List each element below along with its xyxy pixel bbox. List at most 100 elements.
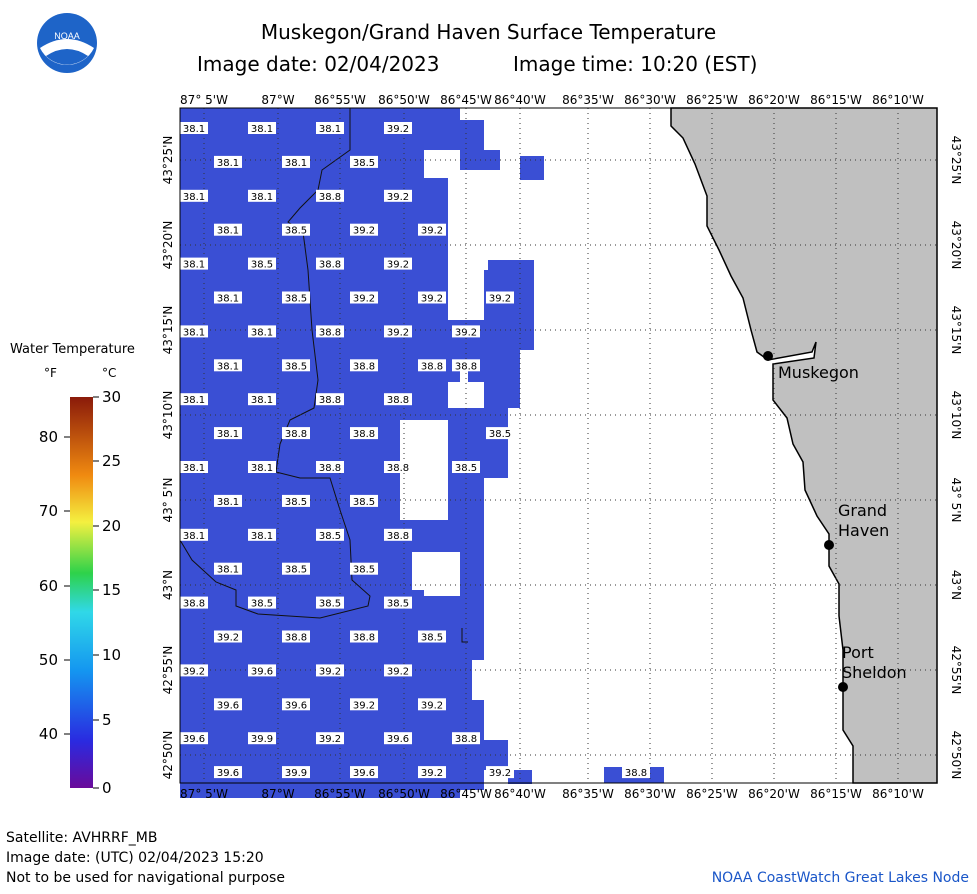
temperature-label: 39.6 [248,664,276,677]
svg-text:38.8: 38.8 [353,429,375,440]
svg-text:38.8: 38.8 [421,361,443,372]
temperature-label: 39.2 [384,325,412,338]
temperature-label: 38.5 [350,562,378,576]
svg-text:38.1: 38.1 [183,124,205,135]
temperature-label: 39.2 [418,698,446,711]
top-lon-label: 86°20'W [748,93,800,107]
bottom-lon-label: 86°40'W [494,787,546,801]
temperature-label: 38.1 [282,155,310,169]
temperature-label: 39.9 [282,766,310,779]
temperature-label: 39.2 [384,664,412,677]
bottom-lon-label: 86°10'W [872,787,924,801]
svg-text:39.2: 39.2 [455,327,477,338]
svg-text:38.1: 38.1 [217,158,239,169]
right-lat-label: 43°15'N [949,306,963,355]
svg-text:38.8: 38.8 [285,429,307,440]
svg-text:38.5: 38.5 [285,497,307,508]
svg-text:38.1: 38.1 [183,260,205,271]
svg-text:38.1: 38.1 [217,361,239,372]
svg-text:39.9: 39.9 [251,734,273,745]
svg-text:38.1: 38.1 [251,124,273,135]
right-lat-label: 43°25'N [949,136,963,185]
svg-text:38.8: 38.8 [319,327,341,338]
left-lat-label: 42°55'N [161,646,175,695]
svg-text:38.1: 38.1 [251,463,273,474]
bottom-lon-label: 87° 5'W [180,787,228,801]
svg-text:38.1: 38.1 [183,531,205,542]
logo-text: NOAA [54,31,80,41]
temperature-label: 38.8 [384,461,412,474]
temperature-label: 39.2 [350,223,378,237]
svg-text:38.8: 38.8 [625,768,647,779]
temperature-label: 38.1 [214,155,242,169]
temperature-label: 38.1 [214,291,242,305]
temperature-label: 39.2 [180,664,208,677]
temperature-label: 38.8 [452,732,480,745]
temperature-label: 38.1 [180,189,208,203]
legend-unit-c: °C [102,366,117,380]
bottom-lon-label: 86°25'W [686,787,738,801]
water-temperature-field [180,108,664,798]
svg-text:39.2: 39.2 [319,666,341,677]
left-lat-label: 42°50'N [161,731,175,780]
celsius-tick: 0 [102,779,112,797]
svg-text:38.1: 38.1 [217,565,239,576]
temperature-label: 39.2 [350,291,378,305]
svg-text:38.8: 38.8 [387,395,409,406]
temperature-label: 39.2 [316,732,344,745]
temperature-label: 38.8 [350,630,378,644]
fahrenheit-tick: 40 [39,725,58,743]
right-lat-label: 42°55'N [949,646,963,695]
city-markers: Muskegon Grand Haven Port Sheldon [763,351,907,692]
svg-text:38.1: 38.1 [183,327,205,338]
svg-text:38.8: 38.8 [319,463,341,474]
svg-text:38.8: 38.8 [455,734,477,745]
svg-text:38.5: 38.5 [353,497,375,508]
temperature-label: 39.2 [452,325,480,338]
temperature-label: 38.5 [282,562,310,576]
top-lon-label: 86°10'W [872,93,924,107]
svg-text:39.2: 39.2 [319,734,341,745]
temperature-label: 39.6 [180,732,208,745]
city-label: Port Sheldon [842,643,907,682]
svg-text:38.5: 38.5 [489,429,511,440]
temperature-label: 38.5 [282,494,310,508]
svg-text:38.5: 38.5 [251,599,273,610]
temperature-label: 39.2 [350,698,378,711]
temperature-label: 38.8 [316,393,344,406]
axis-labels: 87° 5'W 87° 5'W 87°W 87°W 86°55'W 86°55'W 86°5… [161,93,963,801]
image-time: Image time: 10:20 (EST) [513,52,758,76]
temperature-label: 38.5 [248,257,276,271]
svg-text:39.2: 39.2 [217,633,239,644]
svg-text:38.5: 38.5 [251,260,273,271]
bottom-lon-label: 86°15'W [810,787,862,801]
left-lat-label: 43°10'N [161,391,175,440]
svg-text:38.1: 38.1 [217,294,239,305]
graticule [180,108,937,783]
svg-text:38.5: 38.5 [387,599,409,610]
temperature-label: 38.5 [452,461,480,474]
svg-text:38.8: 38.8 [319,395,341,406]
svg-text:38.1: 38.1 [217,429,239,440]
temperature-label: 38.1 [180,528,208,542]
right-lat-label: 43° 5'N [949,478,963,523]
left-lat-label: 43°N [161,570,175,600]
map-title: Muskegon/Grand Haven Surface Temperature [260,20,717,44]
temperature-label: 38.1 [180,461,208,474]
temperature-label: 39.2 [384,189,412,203]
bottom-lon-label: 86°20'W [748,787,800,801]
svg-text:39.2: 39.2 [421,768,443,779]
temperature-label: 39.2 [486,291,514,305]
left-lat-label: 43° 5'N [161,478,175,523]
svg-text:38.1: 38.1 [183,463,205,474]
left-lat-label: 43°20'N [161,221,175,270]
city-label: Muskegon [778,363,859,382]
temperature-label: 38.5 [316,596,344,610]
fahrenheit-tick: 80 [39,428,58,446]
temperature-label: 38.1 [180,257,208,271]
temperature-label: 38.5 [248,596,276,610]
temperature-label: 38.8 [282,630,310,644]
temperature-label: 38.8 [418,359,446,372]
left-lat-label: 43°15'N [161,306,175,355]
